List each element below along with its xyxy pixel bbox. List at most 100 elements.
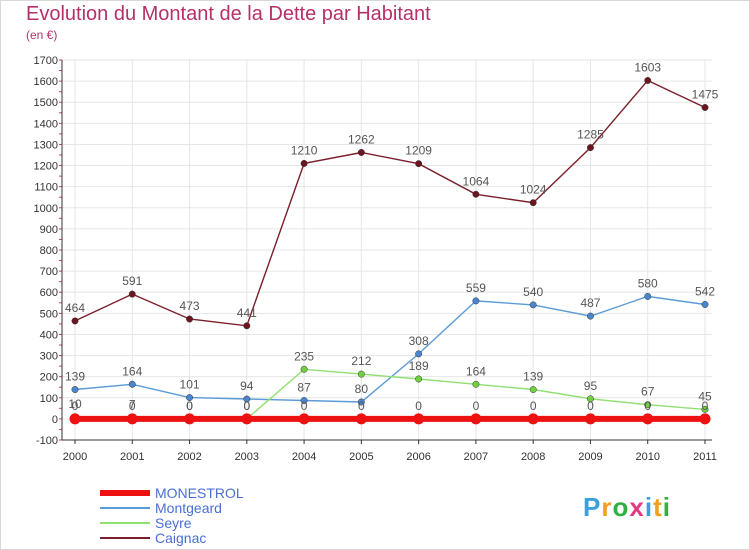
y-tick-label: 1000 bbox=[34, 203, 58, 215]
logo-letter: i bbox=[644, 492, 654, 522]
y-tick-label: 300 bbox=[40, 351, 58, 363]
data-label-caignac: 464 bbox=[65, 301, 85, 315]
x-tick-label: 2005 bbox=[349, 451, 373, 463]
logo-letter: x bbox=[629, 492, 645, 522]
data-label-monestrol: 0 bbox=[358, 399, 365, 413]
data-point-seyre bbox=[644, 401, 652, 409]
data-point-montgeard bbox=[128, 380, 136, 388]
data-label-monestrol: 0 bbox=[587, 399, 594, 413]
x-tick-label: 2009 bbox=[578, 451, 602, 463]
chart-unit: (en €) bbox=[26, 28, 58, 42]
data-label-montgeard: 487 bbox=[580, 296, 600, 310]
data-point-caignac bbox=[71, 317, 79, 325]
data-label-caignac: 1285 bbox=[577, 128, 604, 142]
data-point-seyre bbox=[300, 365, 308, 373]
x-tick-label: 2008 bbox=[521, 451, 545, 463]
data-label-caignac: 1209 bbox=[405, 144, 432, 158]
data-point-monestrol bbox=[413, 413, 425, 425]
data-label-seyre: 67 bbox=[641, 385, 655, 399]
y-tick-label: 1300 bbox=[34, 139, 58, 151]
data-point-caignac bbox=[529, 199, 537, 207]
data-label-monestrol: 0 bbox=[473, 399, 480, 413]
data-label-montgeard: 80 bbox=[355, 382, 369, 396]
y-tick-label: 1500 bbox=[34, 97, 58, 109]
data-point-caignac bbox=[300, 159, 308, 167]
data-label-seyre: 7 bbox=[129, 397, 136, 411]
data-point-montgeard bbox=[472, 297, 480, 305]
data-point-seyre bbox=[472, 380, 480, 388]
data-label-caignac: 473 bbox=[180, 299, 200, 313]
data-point-monestrol bbox=[470, 413, 482, 425]
data-point-monestrol bbox=[298, 413, 310, 425]
data-label-seyre: 189 bbox=[409, 359, 429, 373]
data-label-caignac: 1262 bbox=[348, 132, 375, 146]
y-tick-label: 1100 bbox=[34, 182, 58, 194]
data-point-seyre bbox=[415, 375, 423, 383]
data-label-montgeard: 308 bbox=[409, 334, 429, 348]
data-point-montgeard bbox=[415, 350, 423, 358]
data-label-caignac: 591 bbox=[122, 274, 142, 288]
legend-label-caignac: Caignac bbox=[155, 530, 206, 546]
y-tick-label: -100 bbox=[36, 435, 58, 447]
data-point-caignac bbox=[243, 322, 251, 330]
x-tick-label: 2010 bbox=[635, 451, 659, 463]
x-tick-label: 2002 bbox=[177, 451, 201, 463]
data-point-seyre bbox=[529, 386, 537, 393]
data-label-montgeard: 87 bbox=[297, 381, 311, 395]
data-point-caignac bbox=[701, 104, 709, 111]
data-label-caignac: 1210 bbox=[291, 143, 318, 157]
data-point-monestrol bbox=[642, 413, 654, 425]
y-tick-label: 900 bbox=[40, 224, 58, 236]
x-tick-label: 2004 bbox=[292, 451, 316, 463]
x-tick-label: 2006 bbox=[406, 451, 430, 463]
data-point-monestrol bbox=[69, 413, 81, 425]
x-tick-label: 2000 bbox=[63, 451, 87, 463]
data-label-montgeard: 542 bbox=[695, 284, 715, 298]
data-label-montgeard: 559 bbox=[466, 281, 486, 295]
chart-title: Evolution du Montant de la Dette par Hab… bbox=[26, 3, 431, 25]
y-tick-label: 500 bbox=[40, 308, 58, 320]
y-tick-label: 1400 bbox=[34, 118, 58, 130]
data-point-caignac bbox=[357, 149, 365, 156]
y-tick-label: 100 bbox=[40, 393, 58, 405]
data-label-seyre: 95 bbox=[584, 379, 598, 393]
data-point-monestrol bbox=[241, 413, 253, 425]
y-tick-label: 1200 bbox=[34, 161, 58, 173]
data-point-caignac bbox=[128, 290, 136, 298]
y-tick-label: 200 bbox=[40, 372, 58, 384]
series-line-caignac bbox=[74, 79, 706, 327]
y-tick-label: 1700 bbox=[34, 55, 58, 67]
data-point-monestrol bbox=[184, 413, 196, 425]
y-tick-label: 800 bbox=[40, 245, 58, 257]
legend-label-seyre: Seyre bbox=[155, 515, 192, 531]
data-point-caignac bbox=[587, 144, 594, 152]
data-point-montgeard bbox=[71, 386, 79, 393]
data-point-montgeard bbox=[243, 395, 251, 403]
data-label-monestrol: 0 bbox=[186, 399, 193, 413]
data-label-monestrol: 0 bbox=[72, 399, 79, 413]
data-point-seyre bbox=[701, 405, 709, 413]
series-line-montgeard bbox=[74, 295, 706, 403]
data-point-monestrol bbox=[126, 413, 138, 425]
data-label-caignac: 1475 bbox=[692, 88, 719, 102]
data-label-seyre: 139 bbox=[523, 370, 543, 384]
data-label-monestrol: 0 bbox=[243, 399, 250, 413]
data-label-caignac: 1024 bbox=[520, 183, 547, 197]
data-point-caignac bbox=[415, 160, 423, 168]
data-label-montgeard: 580 bbox=[638, 276, 658, 290]
data-label-monestrol: 0 bbox=[702, 399, 709, 413]
data-label-montgeard: 94 bbox=[240, 379, 254, 393]
data-label-monestrol: 0 bbox=[530, 399, 537, 413]
logo-letter: i bbox=[662, 492, 671, 522]
x-tick-label: 2011 bbox=[693, 451, 717, 463]
data-point-montgeard bbox=[300, 397, 308, 404]
data-label-seyre: 164 bbox=[466, 364, 486, 378]
legend-label-monestrol: MONESTROL bbox=[155, 485, 244, 501]
logo-letter: o bbox=[612, 492, 630, 522]
data-point-monestrol bbox=[699, 413, 711, 425]
data-point-montgeard bbox=[186, 394, 193, 402]
y-tick-label: 1600 bbox=[34, 76, 58, 88]
data-point-monestrol bbox=[584, 413, 596, 425]
data-label-caignac: 441 bbox=[237, 306, 257, 320]
